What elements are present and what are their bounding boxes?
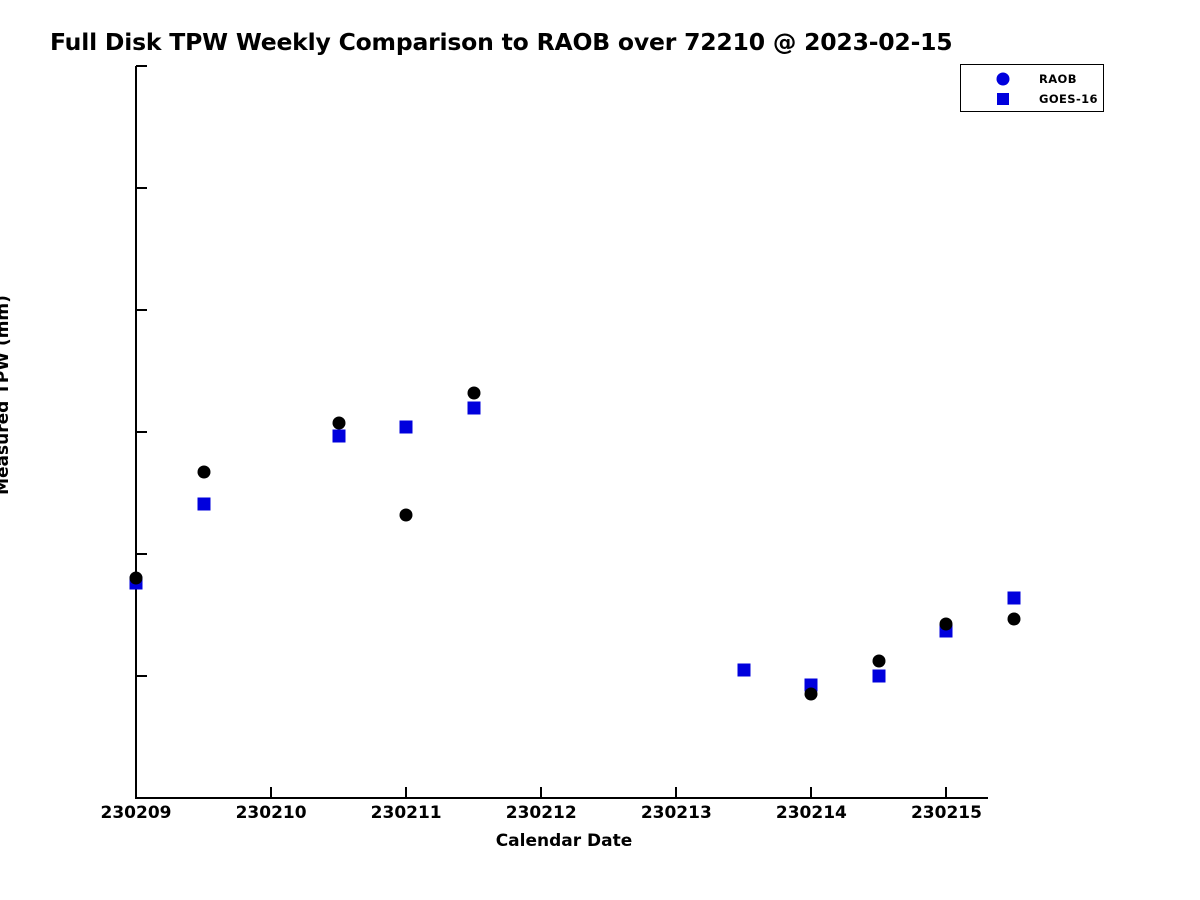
x-tick-label: 230211 (370, 803, 442, 823)
y-axis-title: Measured TPW (mm) (0, 295, 13, 495)
y-tick (136, 309, 147, 311)
x-tick-label: 230215 (910, 803, 982, 823)
x-tick (540, 787, 543, 798)
data-point-goes-16 (804, 678, 818, 692)
x-tick-label: 230209 (100, 803, 172, 823)
y-tick (136, 65, 147, 67)
legend-entry-raob: RAOB (961, 69, 1103, 89)
y-tick (136, 187, 147, 189)
legend-label-raob: RAOB (1039, 72, 1077, 86)
data-point-raob (804, 687, 818, 701)
data-point-goes-16 (737, 663, 751, 677)
data-point-raob (129, 571, 143, 585)
plot-area (129, 66, 1021, 798)
x-tick (945, 787, 948, 798)
x-tick-label: 230214 (775, 803, 847, 823)
legend-circle-marker-icon (996, 72, 1010, 86)
data-point-goes-16 (467, 401, 481, 415)
y-tick (136, 675, 147, 677)
x-tick (135, 787, 137, 798)
data-point-goes-16 (872, 669, 886, 683)
y-tick (136, 797, 147, 799)
y-tick (136, 431, 147, 433)
x-axis-title: Calendar Date (495, 831, 633, 851)
data-point-goes-16 (399, 420, 413, 434)
legend-entry-goes16: GOES-16 (961, 89, 1103, 109)
data-point-goes-16 (332, 429, 346, 443)
x-tick-label: 230212 (505, 803, 577, 823)
x-tick-label: 230210 (235, 803, 307, 823)
data-point-goes-16 (197, 497, 211, 511)
x-tick (270, 787, 273, 798)
data-point-goes-16 (1007, 591, 1021, 605)
data-point-raob (1007, 612, 1021, 626)
data-point-raob (332, 416, 346, 430)
chart-legend: RAOB GOES-16 (960, 64, 1104, 112)
x-tick (810, 787, 813, 798)
legend-label-goes16: GOES-16 (1039, 92, 1098, 106)
data-point-raob (197, 465, 211, 479)
y-tick (136, 553, 147, 555)
data-point-raob (467, 386, 481, 400)
data-point-raob (872, 654, 886, 668)
x-tick (405, 787, 408, 798)
chart-title: Full Disk TPW Weekly Comparison to RAOB … (50, 28, 953, 56)
x-tick-label: 230213 (640, 803, 712, 823)
data-point-raob (399, 508, 413, 522)
legend-square-marker-icon (997, 93, 1009, 105)
data-point-raob (939, 617, 953, 631)
x-tick (675, 787, 678, 798)
x-axis-line (136, 797, 988, 799)
